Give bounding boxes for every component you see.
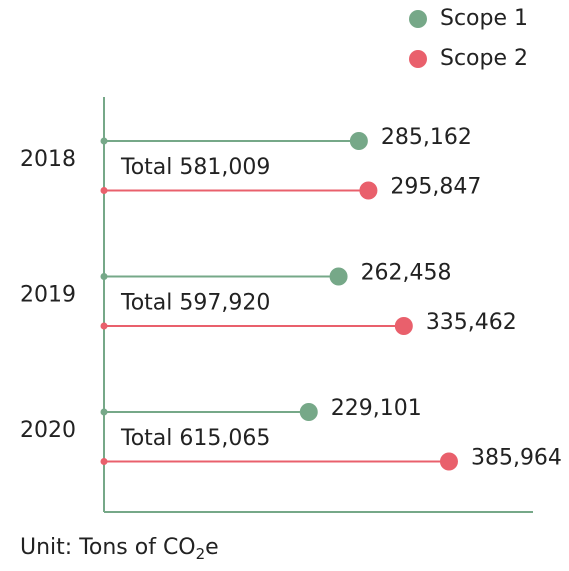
y-tick-label: 2018 xyxy=(20,147,76,172)
total-label: Total 581,009 xyxy=(120,155,270,180)
dot xyxy=(349,132,368,150)
dot xyxy=(329,267,348,286)
value-label: 295,847 xyxy=(390,175,481,200)
legend-marker xyxy=(409,10,427,28)
total-label: Total 615,065 xyxy=(120,426,270,451)
y-tick-label: 2020 xyxy=(20,418,76,443)
stem-base xyxy=(100,137,108,145)
value-label: 335,462 xyxy=(426,310,517,335)
y-tick-label: 2019 xyxy=(20,283,76,308)
stem-base xyxy=(100,458,108,465)
unit-label: Unit: Tons of CO2e xyxy=(20,535,219,563)
dot xyxy=(394,317,413,335)
total-label: Total 597,920 xyxy=(120,291,270,316)
value-label: 285,162 xyxy=(381,125,472,150)
legend-marker xyxy=(409,50,427,68)
value-label: 229,101 xyxy=(331,396,422,421)
value-label: 385,964 xyxy=(471,446,562,471)
stem-base xyxy=(100,187,108,194)
stem-base xyxy=(100,322,108,330)
stem-base xyxy=(100,273,108,280)
stem-base xyxy=(100,408,108,416)
dot xyxy=(439,452,458,471)
value-label: 262,458 xyxy=(361,261,452,286)
legend-label: Scope 1 xyxy=(440,6,528,31)
dot xyxy=(359,181,378,200)
legend-label: Scope 2 xyxy=(440,46,528,71)
dot xyxy=(299,403,318,421)
